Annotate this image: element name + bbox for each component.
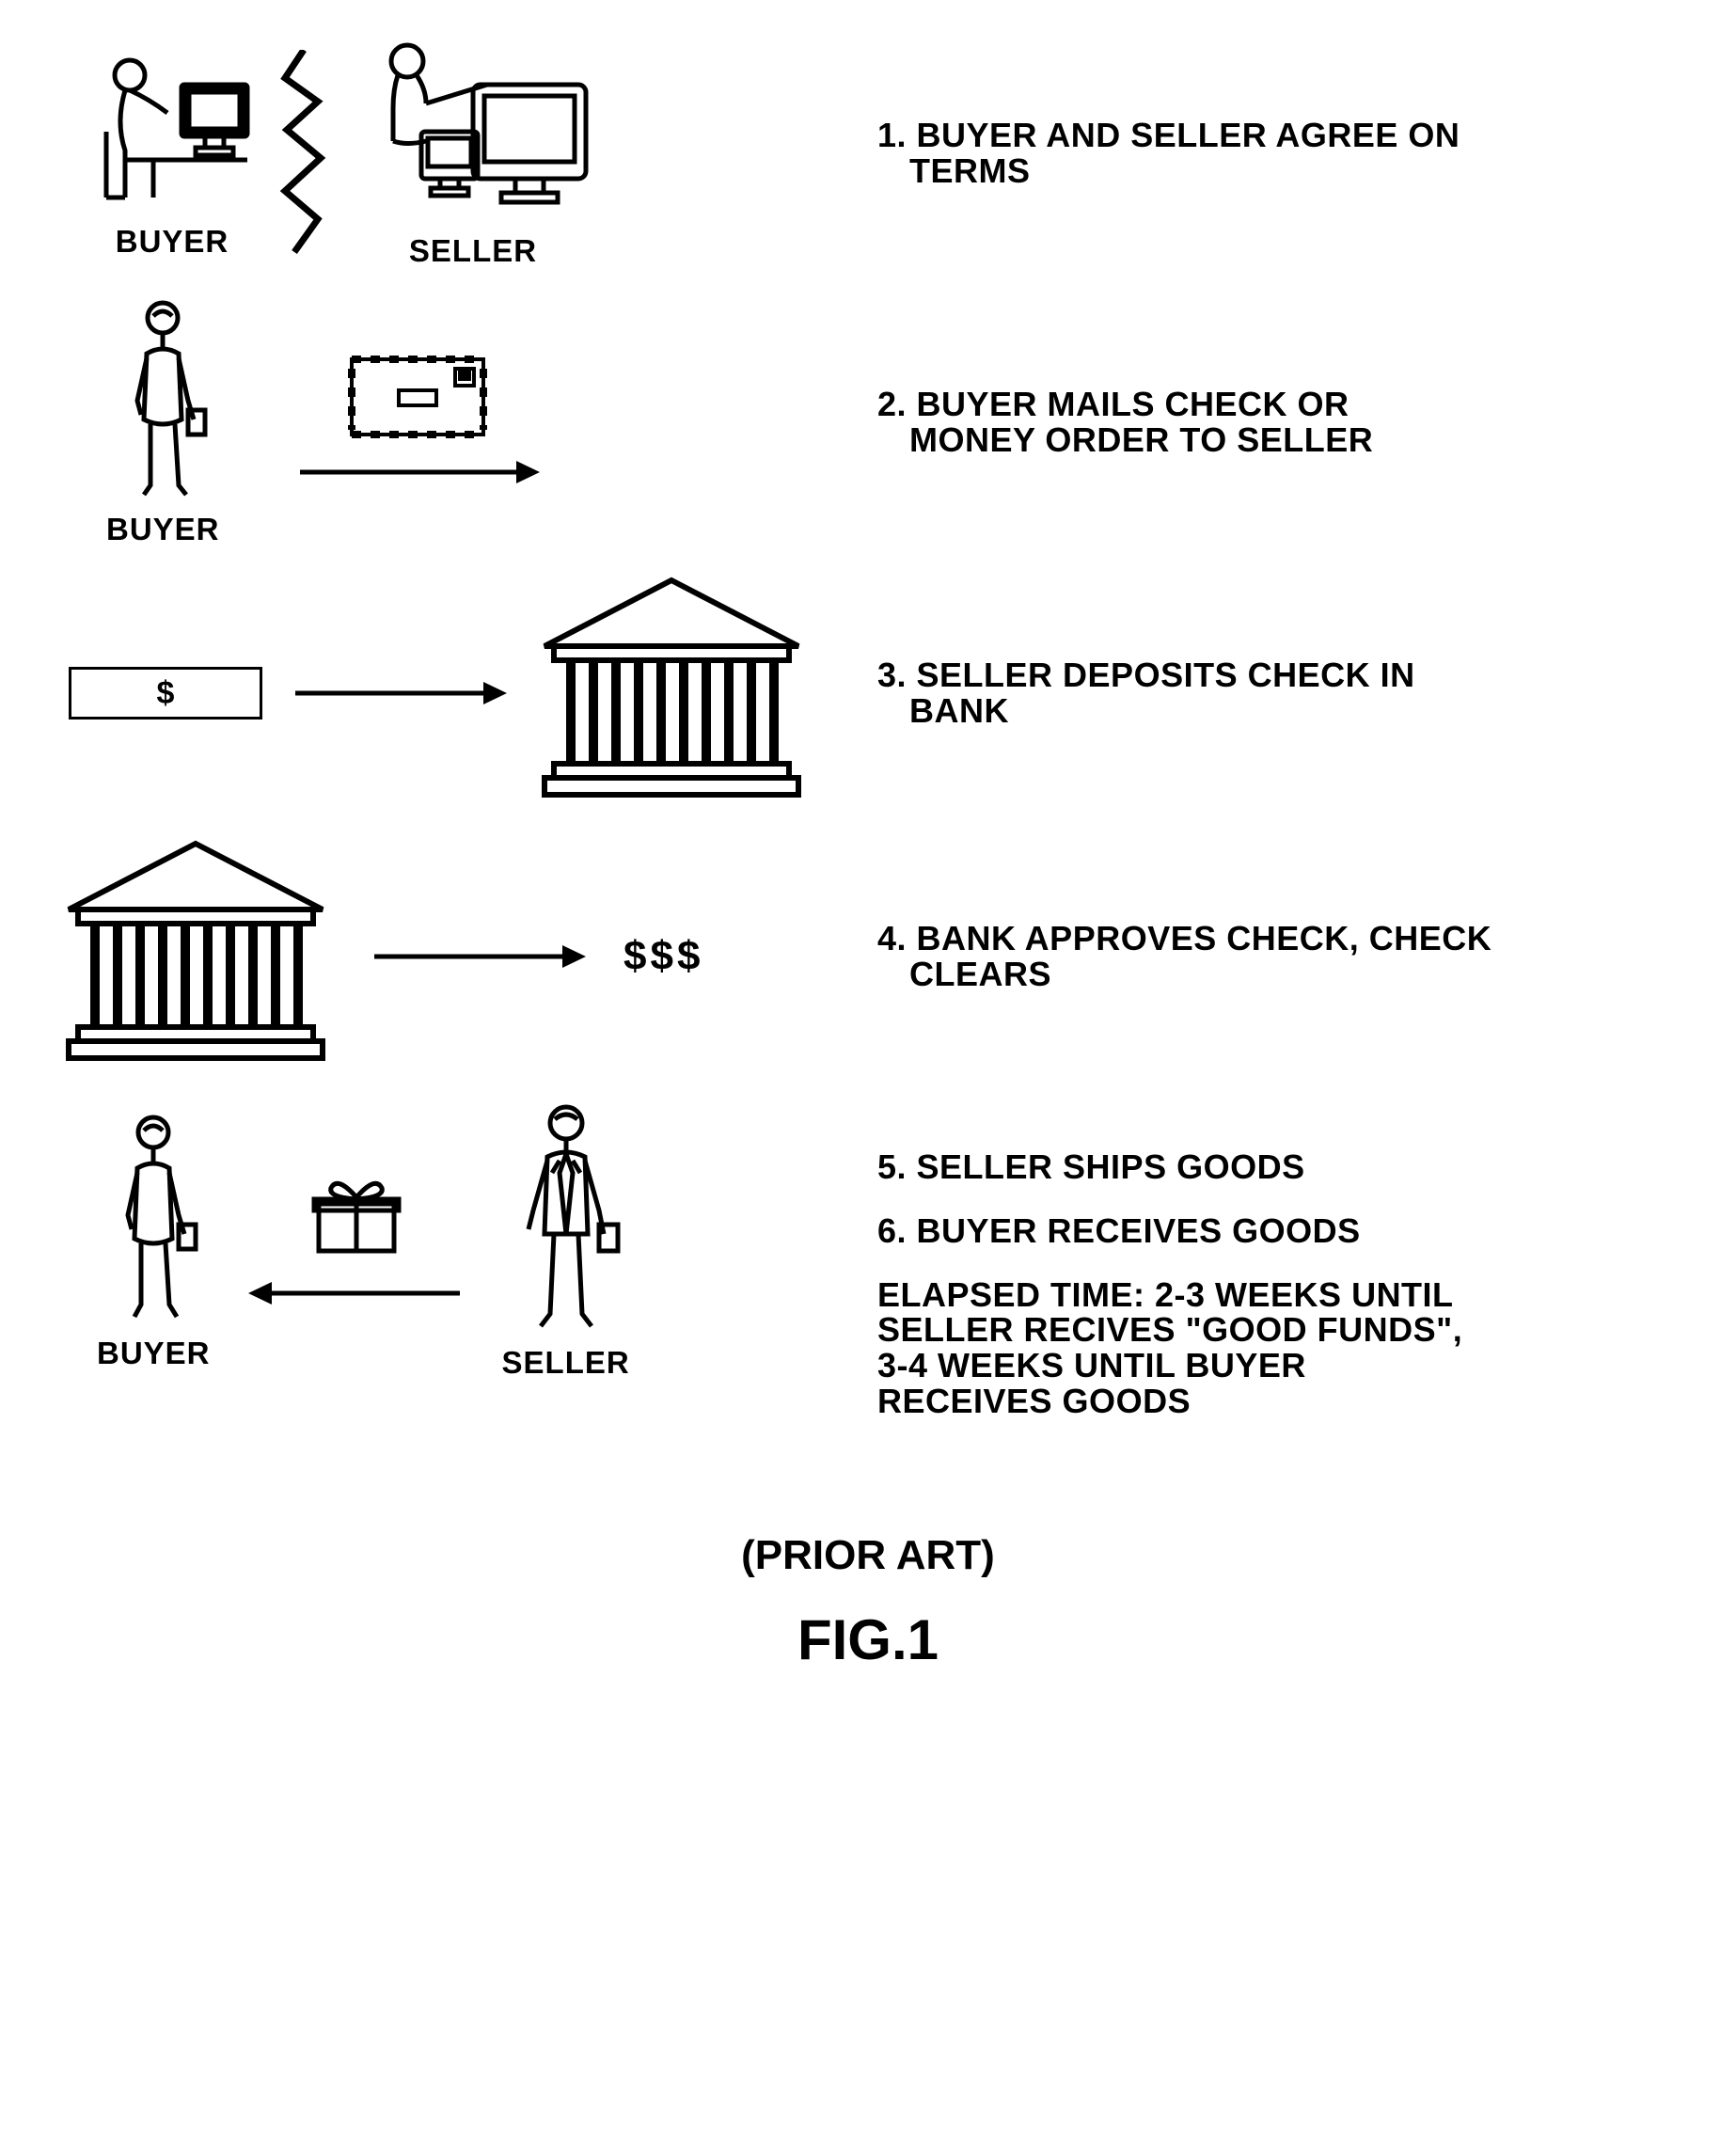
step-3-line1: 3. SELLER DEPOSITS CHECK IN — [877, 656, 1415, 694]
bank-icon — [535, 576, 808, 811]
row-step-4: $$$ 4. BANK APPROVES CHECK, CHECK CLEARS — [40, 839, 1696, 1074]
check-icon: $ — [69, 667, 262, 720]
elapsed-time-summary: ELAPSED TIME: 2-3 WEEKS UNTIL SELLER REC… — [877, 1277, 1696, 1419]
summary-line-1: ELAPSED TIME: 2-3 WEEKS UNTIL — [877, 1277, 1696, 1313]
step-5-line: 5. SELLER SHIPS GOODS — [877, 1149, 1696, 1185]
envelope-icon — [347, 355, 488, 439]
summary-line-4: RECEIVES GOODS — [877, 1384, 1696, 1419]
step-4-line1: 4. BANK APPROVES CHECK, CHECK — [877, 919, 1491, 957]
seller-label-2: SELLER — [502, 1345, 630, 1381]
arrow-left-icon — [248, 1274, 465, 1312]
step-1-line1: 1. BUYER AND SELLER AGREE ON — [877, 116, 1460, 154]
summary-line-3: 3-4 WEEKS UNTIL BUYER — [877, 1348, 1696, 1384]
bank-icon — [59, 839, 332, 1074]
summary-line-2: SELLER RECIVES "GOOD FUNDS", — [877, 1312, 1696, 1348]
step-6-line: 6. BUYER RECEIVES GOODS — [877, 1213, 1696, 1249]
seller-with-computers-icon — [341, 38, 605, 226]
step-1-line2: TERMS — [877, 153, 1696, 189]
row-step-1: BUYER — [40, 38, 1696, 269]
gift-box-icon — [305, 1171, 408, 1256]
buyer-label: BUYER — [116, 224, 229, 260]
buyer-standing-icon — [111, 297, 214, 504]
step-1-text: 1. BUYER AND SELLER AGREE ON TERMS — [849, 118, 1696, 189]
row-step-2: BUYER — [40, 297, 1696, 547]
prior-art-label: (PRIOR ART) — [40, 1532, 1696, 1579]
row-step-3: $ — [40, 576, 1696, 811]
step-4-line2: CLEARS — [877, 957, 1696, 992]
arrow-right-icon — [370, 938, 586, 975]
step-2-text: 2. BUYER MAILS CHECK OR MONEY ORDER TO S… — [849, 387, 1696, 458]
arrow-right-icon — [291, 674, 507, 712]
step-3-text: 3. SELLER DEPOSITS CHECK IN BANK — [849, 657, 1696, 729]
arrow-right-icon — [295, 453, 540, 491]
step-4-text: 4. BANK APPROVES CHECK, CHECK CLEARS — [849, 921, 1696, 992]
figure-footer: (PRIOR ART) FIG.1 — [40, 1532, 1696, 1672]
buyer-standing-icon — [102, 1112, 205, 1328]
step-5-6-text: 5. SELLER SHIPS GOODS 6. BUYER RECEIVES … — [849, 1102, 1696, 1419]
seller-label: SELLER — [409, 233, 537, 269]
buyer-at-computer-icon — [78, 47, 266, 216]
figure-number: FIG.1 — [40, 1607, 1696, 1672]
figure-1: BUYER — [40, 38, 1696, 1672]
seller-standing-icon — [505, 1102, 627, 1337]
buyer-label-2: BUYER — [106, 512, 220, 547]
money-symbol: $$$ — [623, 933, 703, 980]
check-symbol: $ — [157, 675, 175, 712]
row-step-5-6: BUYER — [40, 1102, 1696, 1419]
zigzag-separator-icon — [276, 50, 332, 257]
step-2-line2: MONEY ORDER TO SELLER — [877, 422, 1696, 458]
step-2-line1: 2. BUYER MAILS CHECK OR — [877, 385, 1349, 423]
buyer-label-3: BUYER — [97, 1336, 211, 1371]
step-3-line2: BANK — [877, 693, 1696, 729]
